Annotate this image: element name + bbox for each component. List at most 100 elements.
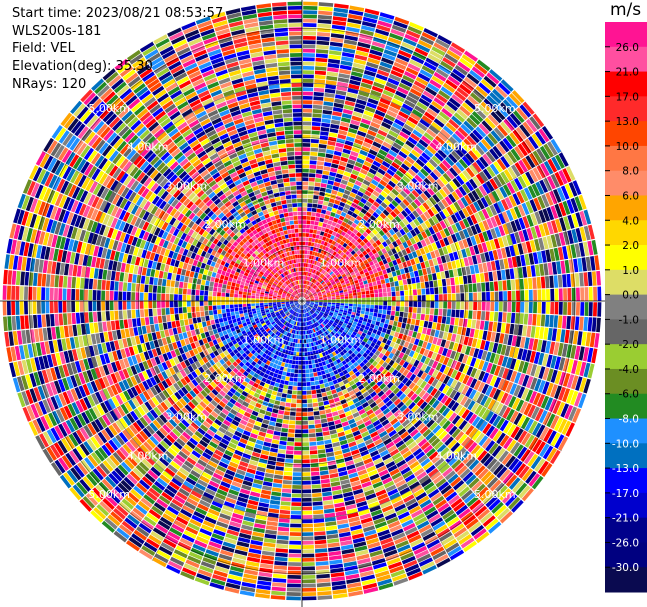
velocity-gate	[216, 190, 224, 198]
velocity-gate	[525, 171, 535, 185]
velocity-gate	[266, 67, 278, 73]
velocity-gate	[204, 305, 209, 311]
velocity-gate	[251, 247, 257, 253]
velocity-gate	[321, 174, 329, 180]
velocity-gate	[98, 322, 103, 333]
velocity-gate	[339, 257, 344, 262]
velocity-gate	[378, 243, 385, 250]
velocity-gate	[210, 261, 216, 267]
velocity-gate	[144, 190, 153, 200]
velocity-gate	[127, 202, 135, 213]
velocity-gate	[307, 285, 310, 290]
velocity-gate	[211, 324, 217, 330]
velocity-gate	[269, 225, 275, 231]
velocity-gate	[140, 146, 151, 157]
velocity-gate	[268, 294, 273, 297]
velocity-gate	[244, 208, 251, 215]
velocity-gate	[221, 270, 226, 276]
velocity-gate	[153, 34, 168, 45]
velocity-gate	[115, 104, 128, 116]
velocity-gate	[270, 288, 274, 292]
velocity-gate	[93, 101, 105, 114]
velocity-gate	[318, 278, 322, 282]
velocity-gate	[175, 167, 185, 177]
velocity-gate	[412, 283, 417, 290]
velocity-gate	[380, 190, 388, 198]
velocity-gate	[450, 277, 455, 286]
velocity-gate	[357, 295, 362, 299]
velocity-gate	[296, 181, 302, 186]
velocity-gate	[271, 153, 280, 159]
velocity-gate	[474, 144, 485, 156]
velocity-gate	[475, 126, 487, 138]
velocity-gate	[328, 175, 336, 181]
velocity-gate	[286, 225, 291, 230]
velocity-gate	[36, 245, 43, 259]
velocity-gate	[402, 241, 409, 249]
velocity-gate	[208, 191, 216, 199]
velocity-gate	[122, 161, 133, 172]
velocity-gate	[268, 295, 273, 298]
velocity-gate	[403, 284, 408, 291]
velocity-gate	[270, 271, 275, 276]
velocity-gate	[246, 212, 253, 219]
velocity-gate	[368, 251, 374, 257]
velocity-gate	[270, 202, 277, 208]
velocity-gate	[388, 228, 396, 236]
velocity-gate	[348, 127, 358, 134]
velocity-gate	[333, 285, 338, 289]
velocity-gate	[378, 260, 384, 267]
velocity-gate	[412, 129, 423, 138]
velocity-gate	[353, 107, 365, 114]
velocity-gate	[209, 228, 216, 236]
velocity-gate	[126, 177, 136, 189]
velocity-gate	[372, 281, 377, 286]
velocity-gate	[168, 265, 174, 273]
velocity-gate	[75, 228, 82, 241]
velocity-gate	[458, 158, 469, 169]
velocity-gate	[263, 115, 274, 121]
velocity-gate	[331, 261, 336, 266]
velocity-gate	[307, 291, 311, 295]
velocity-gate	[285, 221, 290, 226]
velocity-gate	[94, 210, 103, 222]
velocity-gate	[457, 126, 469, 138]
velocity-gate	[122, 253, 129, 263]
velocity-gate	[519, 104, 532, 118]
velocity-gate	[303, 280, 306, 285]
velocity-gate	[455, 285, 460, 293]
velocity-gate	[88, 289, 93, 301]
velocity-gate	[340, 280, 345, 284]
velocity-gate	[272, 206, 278, 212]
velocity-gate	[358, 228, 365, 235]
velocity-gate	[182, 262, 188, 270]
velocity-gate	[399, 190, 408, 198]
velocity-gate	[325, 279, 330, 284]
velocity-gate	[278, 276, 282, 280]
velocity-gate	[273, 242, 278, 248]
velocity-gate	[195, 162, 204, 171]
velocity-gate	[326, 242, 331, 248]
velocity-gate	[311, 289, 315, 293]
velocity-gate	[398, 243, 405, 251]
velocity-gate	[203, 101, 215, 110]
velocity-gate	[228, 129, 238, 137]
velocity-gate	[480, 79, 494, 91]
velocity-gate	[443, 227, 451, 237]
velocity-gate	[315, 57, 328, 63]
velocity-gate	[204, 285, 209, 291]
velocity-gate	[146, 233, 154, 242]
velocity-gate	[246, 276, 252, 281]
velocity-gate	[204, 331, 210, 338]
velocity-gate	[409, 245, 415, 253]
velocity-gate	[313, 229, 317, 234]
velocity-gate	[271, 101, 282, 107]
velocity-gate	[236, 126, 247, 133]
velocity-gate	[164, 193, 173, 203]
velocity-gate	[32, 167, 43, 182]
velocity-gate	[474, 62, 488, 75]
velocity-gate	[161, 293, 165, 301]
velocity-gate	[354, 161, 363, 168]
velocity-gate	[267, 75, 279, 81]
velocity-gate	[241, 267, 247, 272]
